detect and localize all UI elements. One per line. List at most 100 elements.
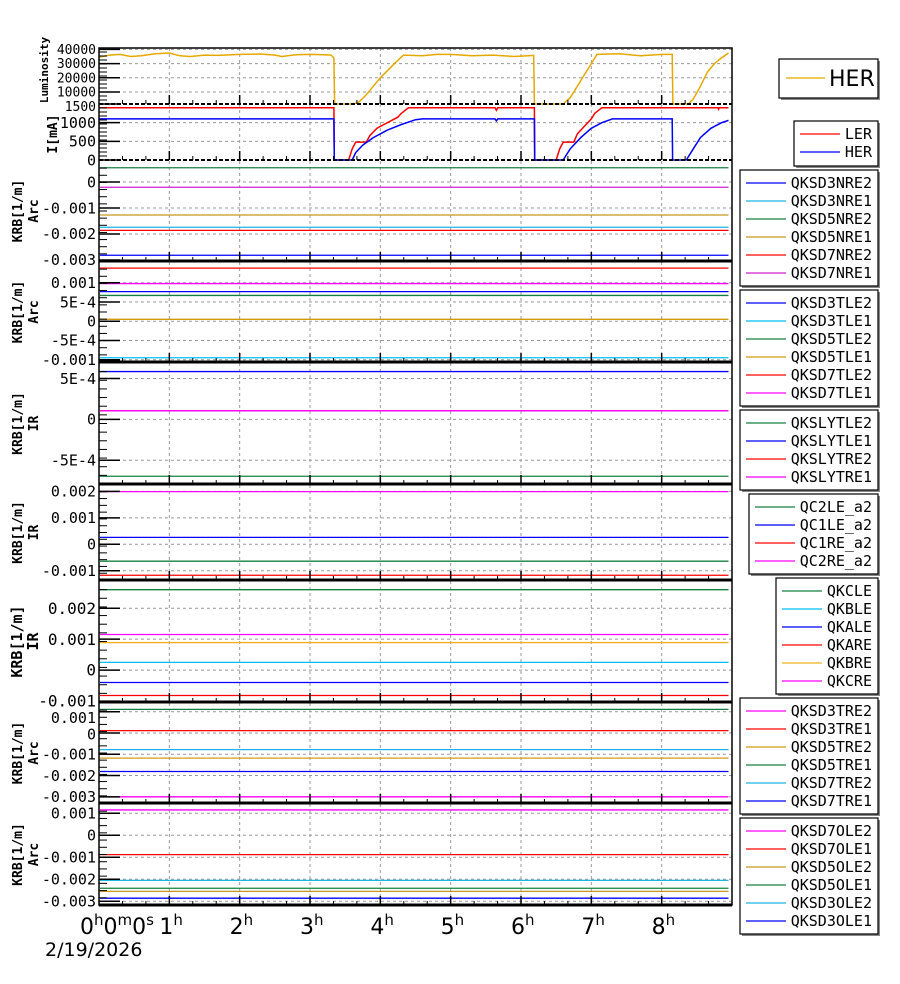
y-axis-label: KRB[1/m]IR <box>11 392 42 455</box>
legend-label: QKSD7TRE1 <box>791 792 872 810</box>
legend-item[interactable]: QKSD5TRE2 <box>746 738 872 756</box>
y-tick-label: 0 <box>87 151 96 169</box>
y-tick-label: -0.001 <box>42 562 96 580</box>
legend-item[interactable]: QC1LE_a2 <box>755 516 872 534</box>
legend-label: QKSD3TLE2 <box>791 294 872 312</box>
y-tick-label: 5E-4 <box>60 293 96 311</box>
y-tick-label: -0.001 <box>42 351 96 369</box>
y-axis-label: KRB[1/m]IR <box>8 605 42 677</box>
y-axis-label: Luminosity <box>38 37 51 104</box>
legend-item[interactable]: QKSD7OLE1 <box>746 840 872 858</box>
legend-box <box>739 169 879 287</box>
time-value: 0 <box>80 915 94 940</box>
legend-item[interactable]: QKSD7NRE1 <box>746 264 872 282</box>
legend-item[interactable]: LER <box>800 125 873 143</box>
legend-label: QKSD5OLE1 <box>791 876 872 894</box>
legend-item[interactable]: QKSD3NRE1 <box>746 192 872 210</box>
y-axis-label-line: Arc <box>27 300 42 323</box>
legend-item[interactable]: HER <box>786 67 875 92</box>
x-tick-label: 7h <box>581 911 605 940</box>
time-unit: h <box>173 911 183 929</box>
legend-item[interactable]: QKSD3OLE1 <box>746 912 872 930</box>
legend-item[interactable]: QKBRE <box>782 654 872 672</box>
legend-item[interactable]: QKCRE <box>782 672 872 690</box>
y-tick-label: 0 <box>87 726 96 744</box>
panel-5: 5E-4 0 -5E-4 KRB[1/m] IR <box>11 370 732 486</box>
legend-item[interactable]: QKSD7TRE1 <box>746 792 872 810</box>
y-axis-label-line: KRB[1/m] <box>11 180 26 243</box>
legend-label: QKALE <box>827 618 872 636</box>
legend-item[interactable]: QKSD7TLE1 <box>746 384 872 402</box>
legend-label: QKSLYTLE2 <box>791 414 872 432</box>
y-tick-label: 20000 <box>57 72 96 87</box>
legend-item[interactable]: QKSD5OLE1 <box>746 876 872 894</box>
y-axis-label: KRB[1/m] Arc <box>11 281 42 344</box>
legend-panel-9: QKSD7OLE2QKSD7OLE1QKSD5OLE2QKSD5OLE1QKSD… <box>739 817 880 936</box>
y-tick-label: -5E-4 <box>51 332 96 350</box>
legend-item[interactable]: QKSD3NRE2 <box>746 174 872 192</box>
legend-item[interactable]: QKSD3TRE1 <box>746 720 872 738</box>
legend-item[interactable]: QKSD3TRE2 <box>746 702 872 720</box>
legend-item[interactable]: QKARE <box>782 636 872 654</box>
y-tick-label: 1000 <box>60 114 96 132</box>
y-axis-label: I[mA] <box>46 114 61 153</box>
legend-item[interactable]: QKCLE <box>782 582 872 600</box>
legend-item[interactable]: QKSD5NRE2 <box>746 210 872 228</box>
legend-item[interactable]: QKSD3OLE2 <box>746 894 872 912</box>
legend-item[interactable]: QKSD5OLE2 <box>746 858 872 876</box>
time-unit: h <box>666 911 676 929</box>
y-axis-label-line: IR <box>24 632 42 651</box>
y-axis-label-line: Arc <box>27 741 42 764</box>
plot-frame <box>98 47 733 906</box>
legend-item[interactable]: QKSD3TLE2 <box>746 294 872 312</box>
legend-item[interactable]: QKSD5TLE2 <box>746 330 872 348</box>
legend-item[interactable]: QKSLYTRE1 <box>746 468 872 486</box>
legend-item[interactable]: QKSD5TLE1 <box>746 348 872 366</box>
y-axis-label: KRB[1/m] Arc <box>11 180 42 243</box>
y-axis-label-line: KRB[1/m] <box>11 722 26 785</box>
y-axis-label-line: I[mA] <box>46 114 61 153</box>
legend-item[interactable]: QKSD7OLE2 <box>746 822 872 840</box>
legend-item[interactable]: QC2RE_a2 <box>755 552 872 570</box>
y-tick-label: -5E-4 <box>51 452 96 470</box>
legend-item[interactable]: QKSD5NRE1 <box>746 228 872 246</box>
y-axis-label-line: Arc <box>27 199 42 222</box>
legend-item[interactable]: QKSLYTLE2 <box>746 414 872 432</box>
legend-label: QKSD5TLE2 <box>791 330 872 348</box>
y-tick-label: -0.003 <box>42 788 96 806</box>
legend-panel-4: QKSD3TLE2QKSD3TLE1QKSD5TLE2QKSD5TLE1QKSD… <box>739 289 880 408</box>
legend-item[interactable]: QKBLE <box>782 600 872 618</box>
y-axis-label-line: Arc <box>27 843 42 866</box>
legend-label: QKSLYTRE2 <box>791 450 872 468</box>
legend-item[interactable]: QKSD7TLE2 <box>746 366 872 384</box>
y-tick-label: 0.001 <box>51 274 96 292</box>
time-value: 2 <box>230 915 244 940</box>
legend-label: QKCLE <box>827 582 872 600</box>
legend-item[interactable]: QKSD5TRE1 <box>746 756 872 774</box>
y-axis-label-line: IR <box>27 416 42 432</box>
y-axis-label-line: IR <box>27 525 42 541</box>
y-tick-label: 10000 <box>57 86 96 101</box>
legend-label: QKSD7NRE2 <box>791 246 872 264</box>
legend-label: QKSD3TRE1 <box>791 720 872 738</box>
time-unit: s <box>146 911 154 929</box>
legend-item[interactable]: QC1RE_a2 <box>755 534 872 552</box>
legend-label: QKCRE <box>827 672 872 690</box>
legend-item[interactable]: QKSD7TRE2 <box>746 774 872 792</box>
legend-item[interactable]: QC2LE_a2 <box>755 498 872 516</box>
y-tick-label: 0 <box>87 411 96 429</box>
legend-item[interactable]: QKSD3TLE1 <box>746 312 872 330</box>
legend-label: QKSD3NRE2 <box>791 174 872 192</box>
legend-item[interactable]: QKSLYTLE1 <box>746 432 872 450</box>
legend-item[interactable]: QKALE <box>782 618 872 636</box>
y-tick-label: 0.002 <box>51 483 96 501</box>
legend-label: QKSLYTRE1 <box>791 468 872 486</box>
legend-item[interactable]: QKSD7NRE2 <box>746 246 872 264</box>
time-unit: m <box>118 911 133 929</box>
legend-item[interactable]: QKSLYTRE2 <box>746 450 872 468</box>
legend-label: QKSLYTLE1 <box>791 432 872 450</box>
legend-item[interactable]: HER <box>800 143 873 161</box>
